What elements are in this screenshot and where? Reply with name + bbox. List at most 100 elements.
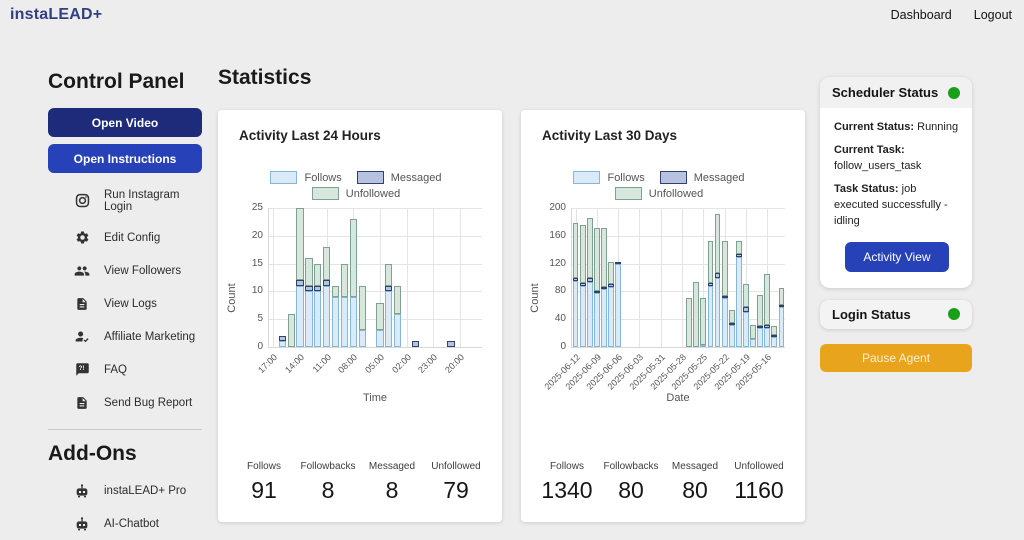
unfollowed-bar-segment (707, 241, 714, 284)
sidebar-item-ai-chatbot[interactable]: AI-Chatbot (48, 507, 202, 540)
messaged-bar-segment (721, 295, 728, 299)
bar-stack (750, 324, 756, 347)
unfollowed-bar-segment (376, 302, 384, 331)
y-tick-label: 20 (251, 229, 263, 241)
sidebar-item-label: Run Instagram Login (104, 188, 180, 213)
robot-icon (74, 483, 90, 499)
gridline (379, 208, 381, 347)
stat-label: Follows (247, 461, 281, 472)
unfollowed-bar-segment (714, 213, 721, 274)
app-logo: instaLEAD+ (10, 6, 103, 23)
open-instructions-button[interactable]: Open Instructions (48, 144, 202, 173)
sidebar-item-label: AI-Chatbot (104, 517, 159, 530)
stat-value: 91 (251, 477, 277, 503)
status-column: Scheduler Status Current Status: Running… (820, 77, 972, 372)
legend-swatch-unfollowed (311, 187, 339, 200)
bar-stack (447, 341, 455, 347)
follows-bar-segment (601, 289, 607, 347)
summary-stats: Follows 1340 Followbacks 80 Messaged 80 Unf… (535, 461, 791, 504)
follows-bar-segment (579, 285, 586, 347)
stat-value: 80 (618, 477, 644, 503)
sidebar-item-run-instagram-login[interactable]: Run Instagram Login (48, 180, 202, 221)
unfollowed-bar-segment (593, 228, 600, 291)
unfollowed-bar-segment (314, 263, 322, 286)
x-axis-ticks: 17:00 14:00 11:00 08:00 05:00 02:00 23:00 20:00 (257, 348, 482, 394)
legend-swatch-follows (573, 171, 601, 184)
unfollowed-bar-segment (750, 324, 756, 339)
current-status-value: Running (917, 121, 959, 133)
current-task-label: Current Task: (834, 143, 905, 156)
y-tick-label: 0 (257, 341, 263, 352)
legend-label: Unfollowed (648, 187, 704, 200)
messaged-bar-segment (385, 285, 393, 292)
gridline (269, 263, 482, 265)
unfollowed-bar-segment (586, 218, 593, 279)
unfollowed-bar-segment (349, 219, 357, 297)
sidebar-item-label: FAQ (104, 363, 128, 376)
messaged-bar-segment (764, 325, 771, 328)
legend-swatch-follows (270, 171, 298, 184)
gridline (572, 208, 785, 209)
sidebar-item-label: Send Bug Report (104, 396, 193, 409)
messaged-bar-segment (411, 341, 420, 347)
follows-bar-segment (305, 291, 313, 347)
follows-bar-segment (771, 336, 778, 347)
sidebar-item-label: View Followers (104, 264, 182, 277)
sidebar-item-send-bug-report[interactable]: Send Bug Report (48, 386, 202, 419)
stat-value: 1340 (541, 477, 593, 503)
gridline (572, 291, 785, 293)
nav-logout-link[interactable]: Logout (973, 8, 1012, 22)
messaged-bar-segment (608, 283, 614, 287)
legend-swatch-messaged (356, 171, 384, 184)
bar-stack (287, 313, 295, 347)
y-tick-label: 160 (549, 229, 566, 241)
scheduler-status-card: Scheduler Status Current Status: Running… (820, 77, 972, 288)
messaged-bar-segment (615, 261, 622, 265)
gridline (572, 263, 785, 265)
follows-bar-segment (296, 285, 304, 347)
stat-value: 79 (443, 477, 469, 503)
nav-dashboard-link[interactable]: Dashboard (890, 8, 952, 22)
sidebar-item-instalead-pro[interactable]: instaLEAD+ Pro (48, 474, 202, 507)
follows-bar-segment (358, 330, 366, 347)
unfollowed-bar-segment (735, 240, 742, 254)
gridline (639, 208, 641, 347)
x-axis-label: Time (362, 392, 388, 404)
sidebar-item-view-logs[interactable]: View Logs (48, 287, 202, 320)
open-video-button[interactable]: Open Video (48, 108, 202, 137)
chart-card-24h: Activity Last 24 Hours Follows Messaged … (218, 110, 502, 522)
messaged-bar-segment (771, 334, 778, 337)
gridline (269, 235, 482, 237)
bar-stack (615, 261, 622, 347)
y-tick-label: 25 (251, 202, 263, 213)
sidebar-item-affiliate-marketing[interactable]: Affiliate Marketing (48, 320, 202, 353)
unfollowed-bar-segment (601, 227, 607, 287)
follows-bar-segment (331, 296, 340, 347)
unfollowed-bar-segment (287, 313, 295, 347)
gridline (682, 208, 684, 347)
follows-bar-segment (314, 291, 322, 347)
bar-stack (707, 241, 714, 347)
bar-stack (296, 208, 304, 347)
sidebar-item-faq[interactable]: ?! FAQ (48, 353, 202, 386)
messaged-bar-segment (714, 273, 721, 278)
follows-bar-segment (323, 285, 331, 347)
bar-stack (340, 263, 349, 347)
unfollowed-bar-segment (721, 241, 728, 296)
sidebar-item-edit-config[interactable]: Edit Config (48, 221, 202, 254)
gridline (269, 319, 482, 321)
follows-bar-segment (764, 327, 771, 347)
sidebar-divider (48, 429, 202, 430)
scheduler-status-header: Scheduler Status (820, 77, 972, 108)
follows-bar-segment (608, 286, 614, 347)
sidebar-item-view-followers[interactable]: View Followers (48, 254, 202, 287)
pause-agent-button[interactable]: Pause Agent (820, 343, 972, 372)
robot-icon (74, 516, 90, 532)
gridline (273, 208, 275, 347)
bar-stack (714, 213, 721, 347)
page-title: Statistics (218, 66, 312, 89)
unfollowed-bar-segment (358, 285, 366, 331)
top-bar: instaLEAD+ Dashboard Logout (0, 0, 1024, 30)
bar-stack (593, 228, 600, 347)
activity-view-button[interactable]: Activity View (845, 241, 949, 272)
